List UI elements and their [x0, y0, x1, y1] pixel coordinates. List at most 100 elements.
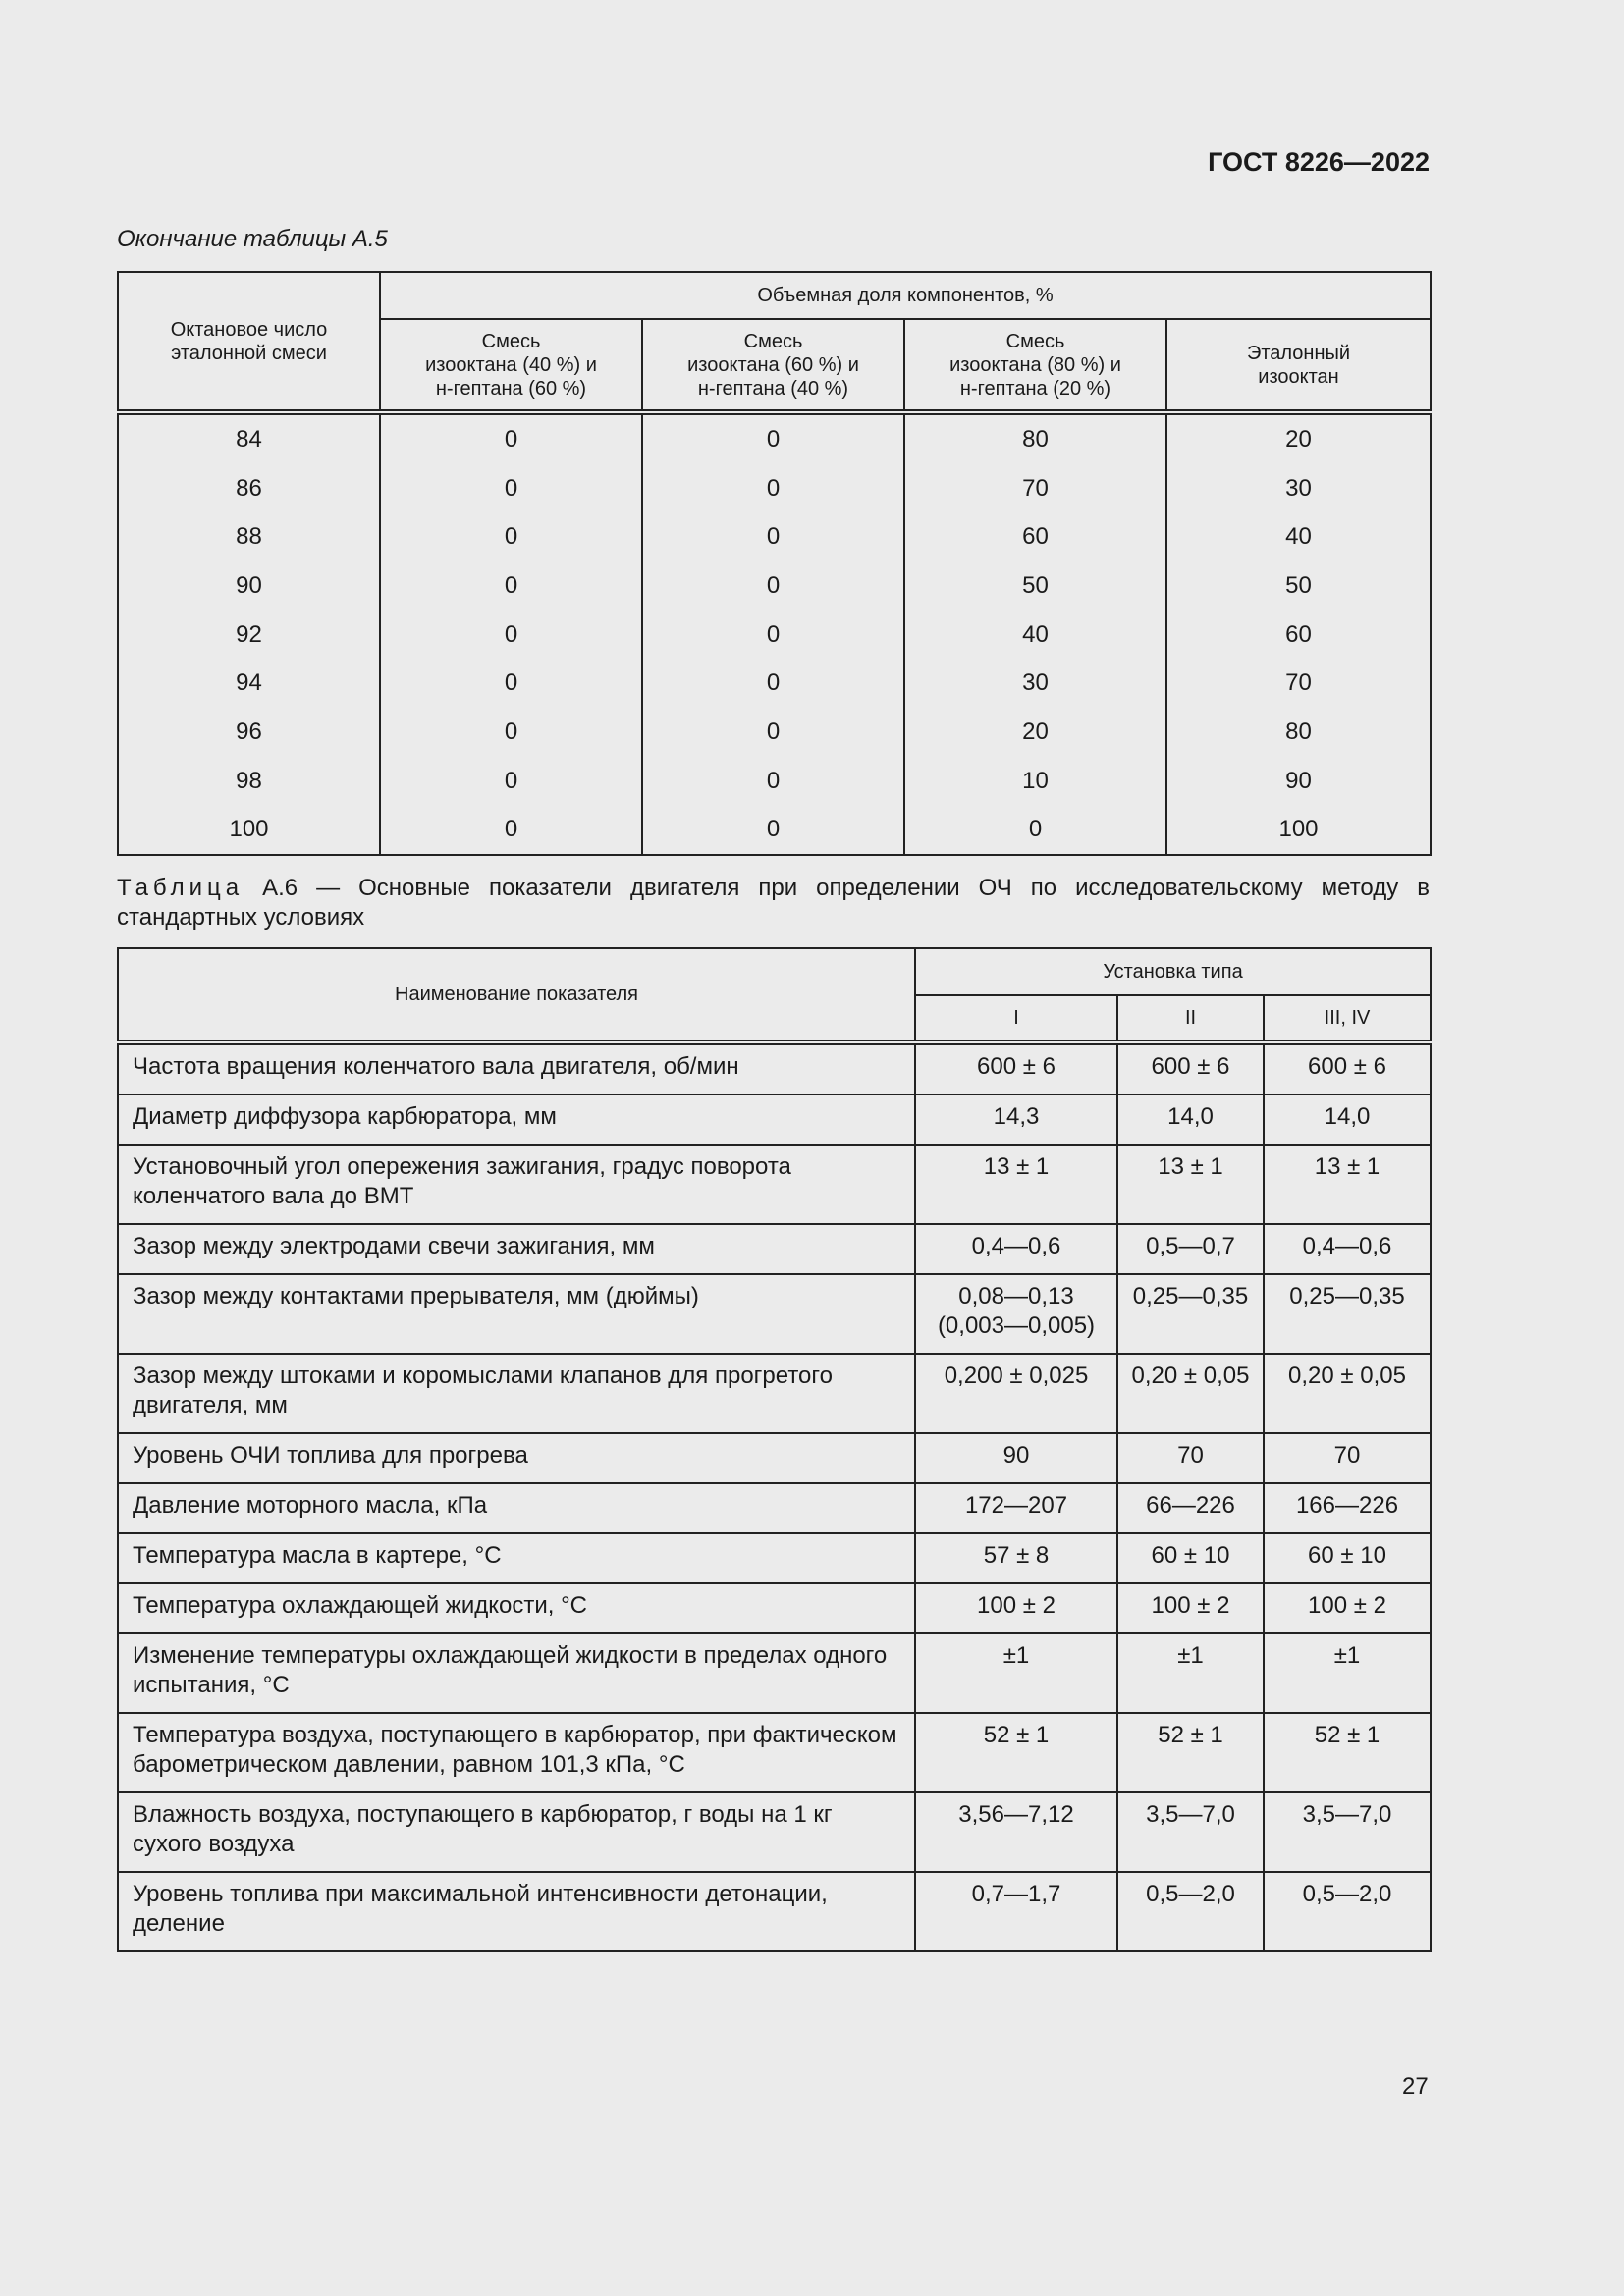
table-row: 84 0 0 80 20 — [117, 412, 1433, 464]
table-cell: 60 ± 10 — [1116, 1532, 1265, 1584]
table-cell: 3,5—7,0 — [1116, 1791, 1265, 1873]
group-header: Объемная доля компонентов, % — [378, 271, 1433, 320]
table-cell: 0,20 ± 0,05 — [1263, 1353, 1432, 1434]
table-body: Частота вращения коленчатого вала двигат… — [117, 1041, 1432, 1952]
table-cell: 80 — [903, 412, 1167, 464]
table-row: Температура воздуха, поступающего в карб… — [117, 1712, 1432, 1793]
table-cell: 80 — [1164, 708, 1433, 757]
column-header: I — [914, 994, 1118, 1045]
row-header: Октановое число эталонной смеси — [117, 271, 381, 415]
table-cell: 0,4—0,6 — [914, 1223, 1118, 1275]
table-caption: Таблица А.6 — Основные показатели двигат… — [117, 874, 1430, 933]
table-cell: 66—226 — [1116, 1482, 1265, 1534]
table-cell: 52 ± 1 — [1263, 1712, 1432, 1793]
table-row: Температура масла в картере, °С 57 ± 8 60 … — [117, 1532, 1432, 1584]
table-cell: ±1 — [1116, 1632, 1265, 1714]
table-cell: 70 — [1164, 659, 1433, 709]
table-cell: 0 — [379, 561, 643, 611]
table-cell: 70 — [1116, 1432, 1265, 1484]
table-cell: 3,56—7,12 — [914, 1791, 1118, 1873]
caption-text: А.6 — Основные показатели двигателя при … — [117, 875, 1430, 931]
group-header: Установка типа — [914, 947, 1432, 996]
table-caption: Окончание таблицы А.5 — [117, 226, 388, 252]
table-cell: 0 — [641, 756, 905, 806]
table-cell: 0,5—2,0 — [1116, 1871, 1265, 1952]
table-cell: Частота вращения коленчатого вала двигат… — [117, 1041, 916, 1095]
caption-label: Таблица — [117, 875, 244, 901]
table-cell: Диаметр диффузора карбюратора, мм — [117, 1094, 916, 1146]
table-row: Температура охлаждающей жидкости, °С 100 … — [117, 1582, 1432, 1634]
table-cell: 40 — [903, 610, 1167, 660]
table-cell: 30 — [903, 659, 1167, 709]
table-cell: 60 — [903, 512, 1167, 562]
table-cell: 0 — [641, 805, 905, 857]
table-row: Зазор между контактами прерывателя, мм (… — [117, 1273, 1432, 1355]
table-cell: 50 — [903, 561, 1167, 611]
table-cell: 100 ± 2 — [1116, 1582, 1265, 1634]
table-cell: 20 — [903, 708, 1167, 757]
table-cell: Изменение температуры охлаждающей жидкос… — [117, 1632, 916, 1714]
table-cell: 3,5—7,0 — [1263, 1791, 1432, 1873]
table-cell: 100 — [1164, 805, 1433, 857]
table-cell: 92 — [117, 610, 381, 660]
column-header: Эталонный изооктан — [1164, 318, 1433, 415]
table-cell: 0,25—0,35 — [1263, 1273, 1432, 1355]
table-cell: 0 — [379, 708, 643, 757]
table-row: 96 0 0 20 80 — [117, 708, 1433, 757]
table-row: Уровень ОЧИ топлива для прогрева 90 70 70 — [117, 1432, 1432, 1484]
table-cell: 0,4—0,6 — [1263, 1223, 1432, 1275]
table-cell: 0,20 ± 0,05 — [1116, 1353, 1265, 1434]
table-cell: Давление моторного масла, кПа — [117, 1482, 916, 1534]
table-cell: 50 — [1164, 561, 1433, 611]
table-cell: 100 — [117, 805, 381, 857]
table-cell: 0 — [379, 659, 643, 709]
column-header: Смесь изооктана (40 %) и н-гептана (60 %… — [379, 318, 643, 415]
table-cell: 600 ± 6 — [914, 1041, 1118, 1095]
table-row: Изменение температуры охлаждающей жидкос… — [117, 1632, 1432, 1714]
table-cell: 52 ± 1 — [914, 1712, 1118, 1793]
table-cell: ±1 — [1263, 1632, 1432, 1714]
table-head: Октановое число эталонной смеси Объемная… — [117, 271, 1433, 415]
table-cell: Температура охлаждающей жидкости, °С — [117, 1582, 916, 1634]
row-header: Наименование показателя — [117, 947, 916, 1045]
table-cell: 0,7—1,7 — [914, 1871, 1118, 1952]
table-cell: 0 — [641, 610, 905, 660]
table-row: Установочный угол опережения зажигания, … — [117, 1144, 1432, 1225]
table-cell: 14,3 — [914, 1094, 1118, 1146]
table-cell: 86 — [117, 463, 381, 513]
table-cell: 0 — [379, 805, 643, 857]
table-cell: 70 — [1263, 1432, 1432, 1484]
table-cell: 10 — [903, 756, 1167, 806]
table-cell: 0 — [379, 463, 643, 513]
page-number: 27 — [1402, 2073, 1429, 2100]
table-cell: Влажность воздуха, поступающего в карбюр… — [117, 1791, 916, 1873]
table-row: 86 0 0 70 30 — [117, 463, 1433, 513]
table-cell: 30 — [1164, 463, 1433, 513]
table-cell: 0,5—0,7 — [1116, 1223, 1265, 1275]
table-cell: Уровень топлива при максимальной интенси… — [117, 1871, 916, 1952]
table-cell: 84 — [117, 412, 381, 464]
table-cell: Зазор между электродами свечи зажигания,… — [117, 1223, 916, 1275]
table-cell: 0 — [641, 659, 905, 709]
table-row: Влажность воздуха, поступающего в карбюр… — [117, 1791, 1432, 1873]
table-row: 94 0 0 30 70 — [117, 659, 1433, 709]
table-cell: 98 — [117, 756, 381, 806]
table-row: 100 0 0 0 100 — [117, 805, 1433, 857]
table-cell: 100 ± 2 — [914, 1582, 1118, 1634]
column-header: Смесь изооктана (80 %) и н-гептана (20 %… — [903, 318, 1167, 415]
table-cell: 166—226 — [1263, 1482, 1432, 1534]
table-body: 84 0 0 80 20 86 0 0 70 30 88 0 0 60 40 90 0 0 50 50 92 0 0 40 60… — [117, 412, 1433, 857]
table-cell: 0,5—2,0 — [1263, 1871, 1432, 1952]
column-header: Смесь изооктана (60 %) и н-гептана (40 %… — [641, 318, 905, 415]
table-cell: 0 — [641, 561, 905, 611]
table-cell: Температура воздуха, поступающего в карб… — [117, 1712, 916, 1793]
table-a5: Октановое число эталонной смеси Объемная… — [117, 271, 1433, 857]
table-cell: Зазор между контактами прерывателя, мм (… — [117, 1273, 916, 1355]
table-row: Зазор между штоками и коромыслами клапан… — [117, 1353, 1432, 1434]
table-cell: 100 ± 2 — [1263, 1582, 1432, 1634]
table-row: Частота вращения коленчатого вала двигат… — [117, 1041, 1432, 1095]
table-row: Уровень топлива при максимальной интенси… — [117, 1871, 1432, 1952]
table-row: 90 0 0 50 50 — [117, 561, 1433, 611]
table-cell: 90 — [117, 561, 381, 611]
